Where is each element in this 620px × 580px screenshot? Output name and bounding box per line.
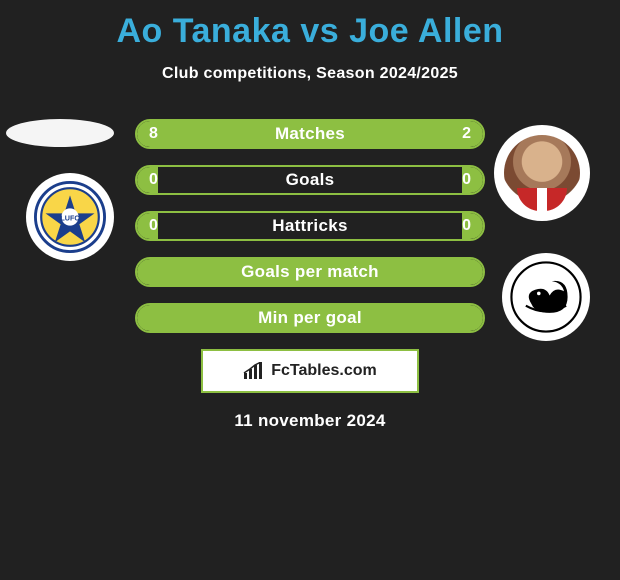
stat-label: Hattricks: [137, 213, 483, 239]
player-face-icon: [504, 135, 581, 212]
stat-bar-row: Goals per match: [135, 257, 485, 287]
stat-label: Matches: [137, 121, 483, 147]
stat-label: Goals per match: [137, 259, 483, 285]
stat-label: Goals: [137, 167, 483, 193]
stat-bar-row: 00Hattricks: [135, 211, 485, 241]
watermark-text: FcTables.com: [271, 362, 377, 380]
comparison-content: LUFC 82Matches 00Goals 00Hattricks Goals pe…: [0, 119, 620, 431]
date-label: 11 november 2024: [0, 411, 620, 431]
player-right-avatar: [494, 125, 590, 221]
stat-bar-row: Min per goal: [135, 303, 485, 333]
player-left-avatar: [6, 119, 114, 147]
leeds-badge-icon: LUFC: [34, 181, 106, 253]
club-left-badge: LUFC: [26, 173, 114, 261]
subtitle: Club competitions, Season 2024/2025: [0, 65, 620, 83]
stat-bar-row: 82Matches: [135, 119, 485, 149]
page-title: Ao Tanaka vs Joe Allen: [0, 0, 620, 51]
stat-bar-row: 00Goals: [135, 165, 485, 195]
swansea-badge-icon: [510, 261, 582, 333]
stat-bars: 82Matches 00Goals 00Hattricks Goals per mat…: [135, 119, 485, 333]
watermark: FcTables.com: [201, 349, 419, 393]
stat-label: Min per goal: [137, 305, 483, 331]
chart-icon: [243, 362, 265, 380]
svg-text:LUFC: LUFC: [60, 214, 79, 223]
club-right-badge: [502, 253, 590, 341]
